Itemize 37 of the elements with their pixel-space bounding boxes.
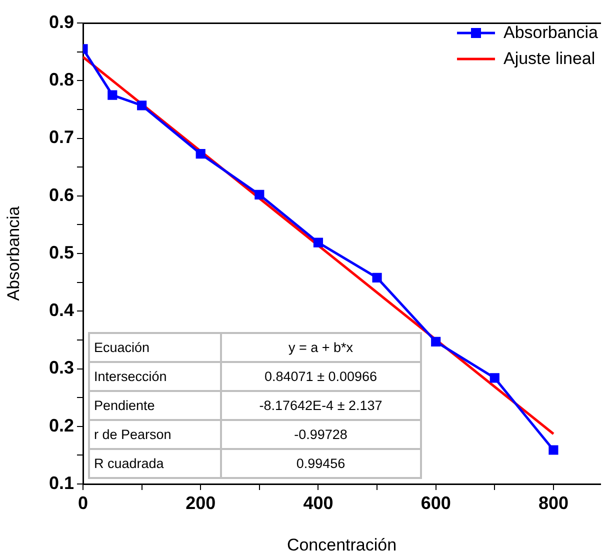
annotation: -8.17642E-4 ± 2.137 (220, 391, 421, 420)
point (490, 373, 500, 383)
x-tick-label: 600 (420, 492, 451, 513)
y-tick-label: 0.2 (48, 415, 74, 436)
point (372, 272, 382, 282)
annotation: Intersección (89, 362, 221, 391)
annotation: Ecuación (89, 333, 221, 362)
y-tick-label: 0.7 (48, 127, 74, 148)
x-tick-label: 200 (186, 492, 216, 513)
y-tick-label: 0.6 (48, 184, 74, 205)
y-tick-label: 0.3 (48, 358, 74, 378)
point (137, 100, 147, 110)
point (548, 445, 558, 455)
annotation: y = a + b*x (220, 333, 421, 362)
annotation: 0.99456 (220, 449, 421, 478)
y-tick-label: 0.1 (48, 472, 74, 493)
y-tick-label: 0.9 (48, 12, 74, 32)
y-tick-label: 0.5 (48, 242, 74, 262)
x-axis-title: Concentración (286, 535, 397, 554)
point (108, 90, 118, 100)
y-tick-label: 0.8 (48, 70, 74, 90)
point (196, 149, 206, 159)
annotation: r de Pearson (89, 420, 221, 449)
point (254, 190, 264, 200)
point (431, 336, 441, 346)
x-tick-label: 800 (538, 492, 568, 513)
x-tick-label: 400 (303, 492, 334, 513)
annotation: -0.99728 (220, 420, 421, 449)
y-axis-title: Absorbancia (4, 206, 23, 301)
legend-label: Ajuste lineal (503, 49, 596, 69)
y-tick-label: 0.4 (48, 300, 74, 320)
annotation: 0.84071 ± 0.00966 (220, 362, 421, 391)
point (313, 238, 324, 248)
x-tick-label: 0 (78, 492, 88, 513)
legend-label: Absorbancia (503, 23, 598, 43)
annotation: R cuadrada (89, 449, 221, 478)
annotation: Pendiente (89, 391, 221, 420)
